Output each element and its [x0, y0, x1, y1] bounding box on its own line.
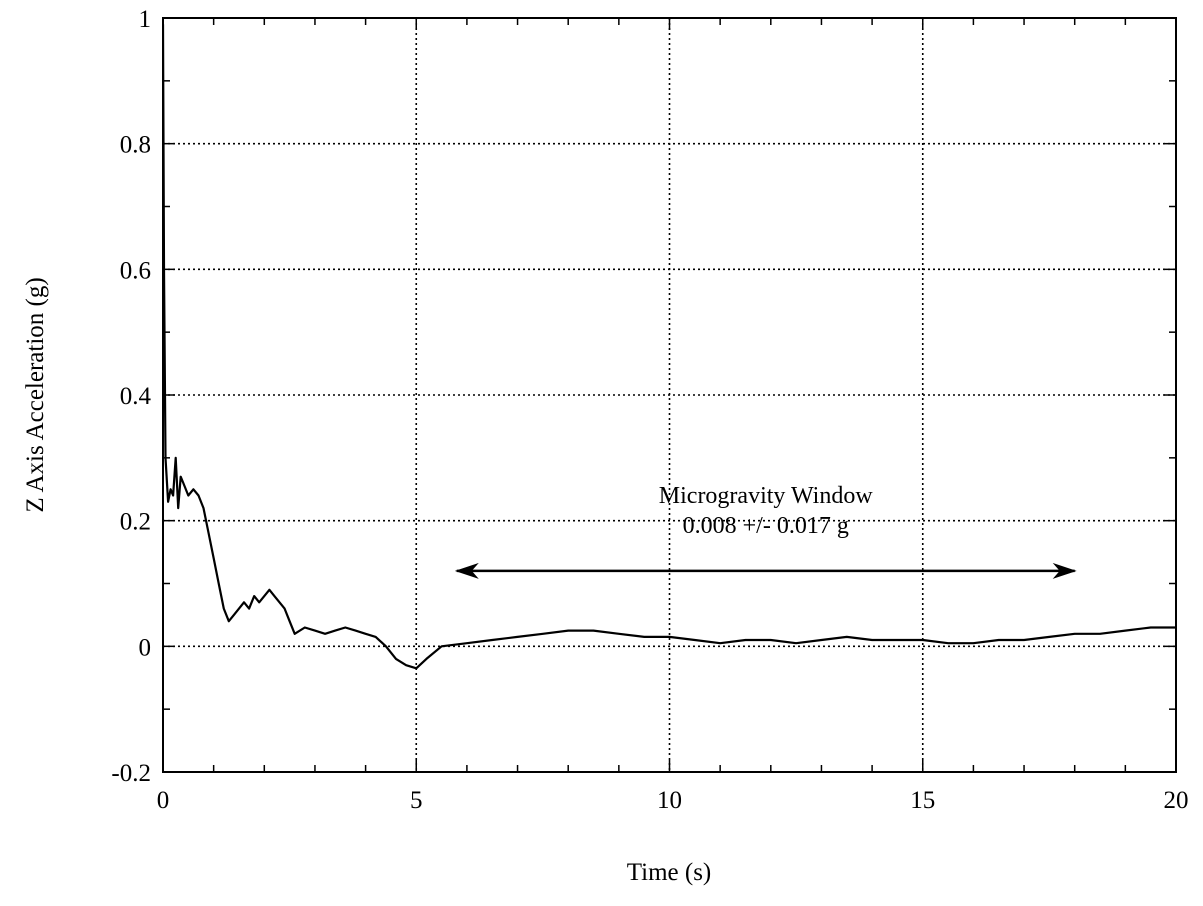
tick-labels: 0 5 10 15 20-0.200.20.40.60.81	[111, 6, 1188, 814]
x-axis-title: Time (s)	[627, 859, 712, 886]
microgravity-window-label: Microgravity Window	[659, 483, 874, 509]
y-tick-label: 0.4	[120, 383, 152, 410]
x-tick-label: 0	[157, 787, 170, 814]
data-layer	[163, 24, 1176, 670]
x-tick-label: 5	[410, 787, 423, 814]
y-tick-label: 1	[139, 6, 152, 33]
y-axis-title: Z Axis Acceleration (g)	[22, 277, 49, 512]
annotation: Microgravity Window 0.008 +/- 0.017 g	[454, 483, 1077, 579]
y-tick-label: 0.2	[120, 509, 151, 536]
series-line	[163, 24, 1176, 670]
y-tick-label: 0.6	[120, 257, 151, 284]
x-tick-label: 10	[657, 787, 682, 814]
y-tick-label: 0	[139, 634, 152, 661]
grid	[163, 18, 1176, 772]
y-tick-label: 0.8	[120, 132, 151, 159]
y-tick-label: -0.2	[111, 760, 151, 787]
microgravity-window-value: 0.008 +/- 0.017 g	[683, 513, 849, 539]
plot-frame	[162, 17, 1177, 773]
x-tick-label: 20	[1164, 787, 1189, 814]
x-tick-label: 15	[910, 787, 935, 814]
